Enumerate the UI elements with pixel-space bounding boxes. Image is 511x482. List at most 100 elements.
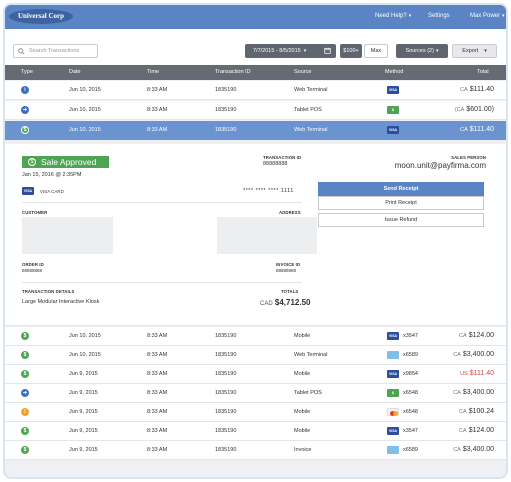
row-total: CA $3,400.00: [453, 446, 494, 453]
invoice-id-label: INVOICE ID: [276, 262, 301, 267]
row-date: Jun 9, 2015: [69, 428, 98, 434]
table-row[interactable]: $ Jun 9, 2015 8:33 AM 1835190 Invoice x6589 CA…: [5, 441, 506, 460]
column-type[interactable]: Type: [21, 69, 33, 75]
row-transaction-id: 1835190: [215, 352, 237, 358]
visa-card-icon: VISA: [22, 187, 34, 195]
visa-icon: VISA: [387, 332, 399, 340]
row-amount: $111.40: [469, 370, 494, 377]
address-label: ADDRESS: [279, 210, 301, 215]
row-source: Mobile: [294, 428, 311, 434]
search-input[interactable]: [29, 48, 95, 54]
user-menu[interactable]: Max Power ▾: [470, 13, 505, 19]
settings-link[interactable]: Settings: [428, 13, 450, 19]
table-row[interactable]: $ Jun 9, 2015 8:33 AM 1835190 Mobile VISA x354…: [5, 422, 506, 441]
transaction-details-label: TRANSACTION DETAILS: [22, 289, 75, 294]
row-card-last4: x6589: [403, 352, 418, 358]
row-transaction-id: 1835190: [215, 127, 237, 133]
transaction-detail-panel: $ Sale Approved Jan 15, 2016 @ 2:35PM TR…: [5, 144, 506, 326]
column-transaction-id[interactable]: Transaction ID: [215, 69, 251, 75]
divider: [22, 282, 302, 283]
row-card-last4: x3547: [403, 428, 418, 434]
min-amount-filter[interactable]: $100+: [340, 44, 362, 58]
sales-person-label: SALES PERSON: [451, 155, 486, 160]
row-card-last4: x6548: [403, 409, 418, 415]
row-total: CA $3,400.00: [453, 389, 494, 396]
dollar-icon: $: [21, 351, 29, 359]
row-transaction-id: 1835190: [215, 409, 237, 415]
customer-info-block: [22, 217, 113, 254]
table-row[interactable]: $ Jun 10, 2015 8:33 AM 1835190 Web Terminal V…: [5, 121, 506, 140]
column-time[interactable]: Time: [147, 69, 160, 75]
row-transaction-id: 1835190: [215, 87, 237, 93]
dollar-icon: $: [28, 158, 36, 166]
row-amount: $100.24: [468, 408, 494, 415]
search-box[interactable]: [13, 44, 98, 58]
row-transaction-id: 1835190: [215, 107, 237, 113]
company-logo[interactable]: Universal Corp: [9, 9, 73, 24]
sale-approved-badge: $ Sale Approved: [22, 156, 109, 168]
row-time: 8:33 AM: [147, 409, 168, 415]
column-source[interactable]: Source: [294, 69, 312, 75]
date-range-picker[interactable]: 7/7/2015 - 8/5/2015 ▾: [245, 44, 336, 58]
row-date: Jun 9, 2015: [69, 390, 98, 396]
export-button[interactable]: Export ▾: [452, 44, 497, 58]
row-amount: $601.00): [466, 106, 494, 113]
print-receipt-button[interactable]: Print Receipt: [318, 196, 484, 210]
row-time: 8:33 AM: [147, 87, 168, 93]
row-source: Tablet POS: [294, 107, 322, 113]
arrow-right-icon: ➜: [21, 106, 29, 114]
sales-person-email: moon.unit@payfirma.com: [394, 161, 486, 170]
transaction-details-value: Large Modular Interactive Kiosk: [22, 299, 100, 305]
sources-dropdown[interactable]: Sources (2) ▾: [396, 44, 448, 58]
row-currency: CA: [453, 447, 461, 453]
row-card-last4: x3547: [403, 333, 418, 339]
row-amount: $124.00: [468, 332, 494, 339]
transaction-id-value: 88888888: [263, 161, 288, 167]
row-total: CA $124.00: [459, 427, 494, 434]
table-row[interactable]: ➜ Jun 9, 2015 8:33 AM 1835190 Tablet POS $ x65…: [5, 384, 506, 403]
max-amount-filter[interactable]: Max: [364, 44, 388, 58]
visa-icon: VISA: [387, 370, 399, 378]
info-icon: i: [21, 86, 29, 94]
arrow-right-icon: ➜: [21, 389, 29, 397]
row-date: Jun 10, 2015: [69, 107, 101, 113]
row-transaction-id: 1835190: [215, 371, 237, 377]
table-row[interactable]: ➜ Jun 10, 2015 8:33 AM 1835190 Tablet POS $ (C…: [5, 101, 506, 120]
credit-card-icon: [387, 351, 399, 359]
warning-icon: !: [21, 408, 29, 416]
table-row[interactable]: ! Jun 9, 2015 8:33 AM 1835190 Mobile x6548 CA $…: [5, 403, 506, 422]
row-time: 8:33 AM: [147, 371, 168, 377]
column-date[interactable]: Date: [69, 69, 81, 75]
chevron-down-icon: ▾: [303, 48, 307, 54]
row-currency: CA: [459, 409, 467, 415]
card-type-label: VISA CARD: [40, 189, 64, 194]
row-transaction-id: 1835190: [215, 447, 237, 453]
need-help-menu[interactable]: Need Help? ▾: [375, 13, 411, 19]
row-source: Invoice: [294, 447, 312, 453]
table-row[interactable]: $ Jun 10, 2015 8:33 AM 1835190 Mobile VISA x35…: [5, 327, 506, 346]
cash-icon: $: [387, 389, 399, 397]
top-nav-bar: Universal Corp Need Help? ▾ Settings Max …: [5, 5, 506, 29]
row-currency: CA: [459, 428, 467, 434]
row-date: Jun 9, 2015: [69, 447, 98, 453]
column-total[interactable]: Total: [477, 69, 489, 75]
cash-icon: $: [387, 106, 399, 114]
send-receipt-button[interactable]: Send Receipt: [318, 182, 484, 196]
row-total: CA $111.40: [460, 126, 494, 133]
calendar-icon: [324, 47, 331, 54]
row-amount: $111.40: [469, 86, 494, 93]
row-amount: $111.40: [469, 126, 494, 133]
issue-refund-button[interactable]: Issue Refund: [318, 213, 484, 227]
row-transaction-id: 1835190: [215, 428, 237, 434]
date-range-value: 7/7/2015 - 8/5/2015: [253, 48, 301, 54]
table-row[interactable]: $ Jun 9, 2015 8:33 AM 1835190 Mobile VISA x985…: [5, 365, 506, 384]
row-amount: $3,400.00: [462, 389, 494, 396]
table-row[interactable]: $ Jun 10, 2015 8:33 AM 1835190 Web Terminal x…: [5, 346, 506, 365]
chevron-down-icon: ▾: [484, 48, 487, 54]
filter-toolbar: 7/7/2015 - 8/5/2015 ▾ $100+ Max Sources …: [5, 29, 506, 65]
row-date: Jun 10, 2015: [69, 127, 101, 133]
table-row[interactable]: i Jun 10, 2015 8:33 AM 1835190 Web Terminal V…: [5, 81, 506, 100]
column-method[interactable]: Method: [385, 69, 404, 75]
need-help-label: Need Help?: [375, 13, 407, 19]
row-transaction-id: 1835190: [215, 390, 237, 396]
